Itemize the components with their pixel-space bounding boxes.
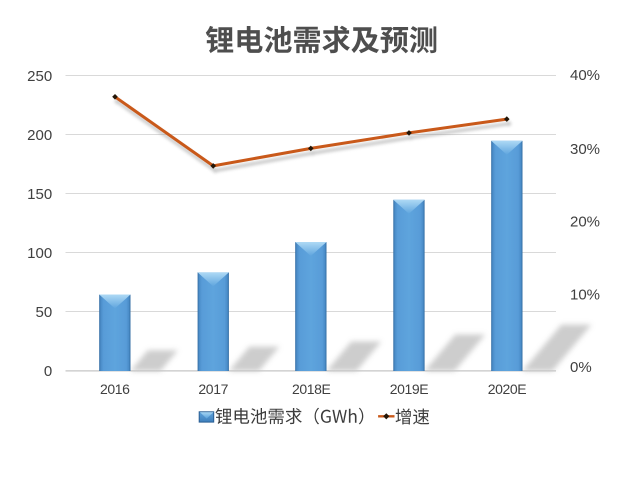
svg-text:250: 250 xyxy=(27,68,52,85)
svg-text:40%: 40% xyxy=(570,67,600,84)
svg-text:30%: 30% xyxy=(570,141,600,158)
svg-text:150: 150 xyxy=(27,186,52,203)
svg-text:2020E: 2020E xyxy=(488,381,527,397)
svg-text:2018E: 2018E xyxy=(292,381,331,397)
svg-text:10%: 10% xyxy=(570,287,600,304)
svg-text:2016: 2016 xyxy=(100,381,130,397)
svg-text:20%: 20% xyxy=(570,214,600,231)
svg-text:50: 50 xyxy=(36,304,53,321)
svg-text:0: 0 xyxy=(44,363,52,380)
svg-text:200: 200 xyxy=(27,127,52,144)
svg-text:0%: 0% xyxy=(570,359,592,376)
svg-text:2017: 2017 xyxy=(198,381,228,397)
svg-text:2019E: 2019E xyxy=(390,381,429,397)
svg-text:100: 100 xyxy=(27,245,52,262)
